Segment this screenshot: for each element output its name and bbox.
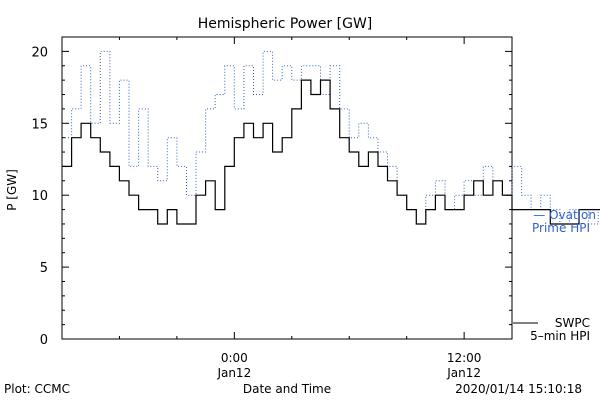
series-line-0 xyxy=(62,50,600,225)
y-axis: 0 5 10 15 20 xyxy=(31,45,512,348)
x-axis: 0:00Jan1212:00Jan120:00Jan1312:00Jan130:… xyxy=(61,37,482,380)
x-axis-label: Date and Time xyxy=(243,382,331,396)
y-tick-label-2: 10 xyxy=(31,189,48,204)
legend-swpc-line2: 5–min HPI xyxy=(530,329,590,343)
legend-ovation-line2: Prime HPI xyxy=(532,221,590,235)
y-tick-label-3: 15 xyxy=(31,117,48,132)
footer-timestamp: 2020/01/14 15:10:18 xyxy=(455,382,582,396)
legend: — Ovation Prime HPI SWPC 5–min HPI xyxy=(513,208,596,343)
x-tick-time-label-0: 0:00 xyxy=(221,351,248,365)
y-tick-label-0: 0 xyxy=(40,333,48,348)
y-axis-label: P [GW] xyxy=(5,169,19,211)
legend-swpc-line1: SWPC xyxy=(555,316,590,330)
y-tick-label-1: 5 xyxy=(40,261,48,276)
y-tick-label-4: 20 xyxy=(31,45,48,60)
footer-plot-credit: Plot: CCMC xyxy=(4,382,70,396)
legend-ovation-line1: — Ovation xyxy=(533,208,596,222)
series-swpc-hpi xyxy=(61,79,600,225)
x-tick-time-label-1: 12:00 xyxy=(447,351,482,365)
plot-area xyxy=(61,36,600,340)
x-tick-date-label-1: Jan12 xyxy=(446,366,481,380)
series-ovation-prime xyxy=(61,50,600,225)
x-tick-date-label-0: Jan12 xyxy=(216,366,251,380)
series-line-1 xyxy=(62,79,600,225)
chart-title: Hemispheric Power [GW] xyxy=(198,16,373,32)
series-layer xyxy=(61,50,600,225)
